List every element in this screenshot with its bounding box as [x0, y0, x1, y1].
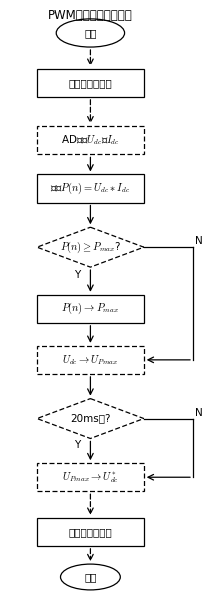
Text: 返回: 返回	[84, 572, 97, 582]
Text: Y: Y	[74, 270, 81, 280]
Bar	[37, 463, 144, 491]
Text: AD采样$U_{dc}$、$I_{dc}$: AD采样$U_{dc}$、$I_{dc}$	[61, 133, 120, 147]
Text: $P(n)\geq P_{max}$?: $P(n)\geq P_{max}$?	[60, 239, 121, 255]
Text: N: N	[195, 236, 203, 247]
Text: 20ms到?: 20ms到?	[70, 413, 111, 424]
Bar	[37, 346, 144, 374]
Text: 保护中断寄存器: 保护中断寄存器	[69, 78, 112, 88]
Text: 计算$P(n)=U_{dc}*I_{dc}$: 计算$P(n)=U_{dc}*I_{dc}$	[50, 181, 131, 196]
Bar	[37, 518, 144, 546]
Text: 入口: 入口	[84, 28, 97, 38]
Bar	[37, 175, 144, 203]
Bar	[37, 295, 144, 323]
Text: $U_{dc}\rightarrow U_{Pmax}$: $U_{dc}\rightarrow U_{Pmax}$	[62, 353, 119, 367]
Text: $P(n)\rightarrow P_{max}$: $P(n)\rightarrow P_{max}$	[61, 301, 119, 316]
Bar	[37, 69, 144, 97]
Text: 恢复中断寄存器: 恢复中断寄存器	[69, 527, 112, 537]
Bar	[37, 126, 144, 154]
Text: $U_{Pmax}\rightarrow U_{dc}^{*}$: $U_{Pmax}\rightarrow U_{dc}^{*}$	[62, 470, 119, 485]
Text: Y: Y	[74, 440, 81, 450]
Text: PWM定时中断服务程序: PWM定时中断服务程序	[48, 10, 133, 22]
Text: N: N	[195, 407, 203, 418]
